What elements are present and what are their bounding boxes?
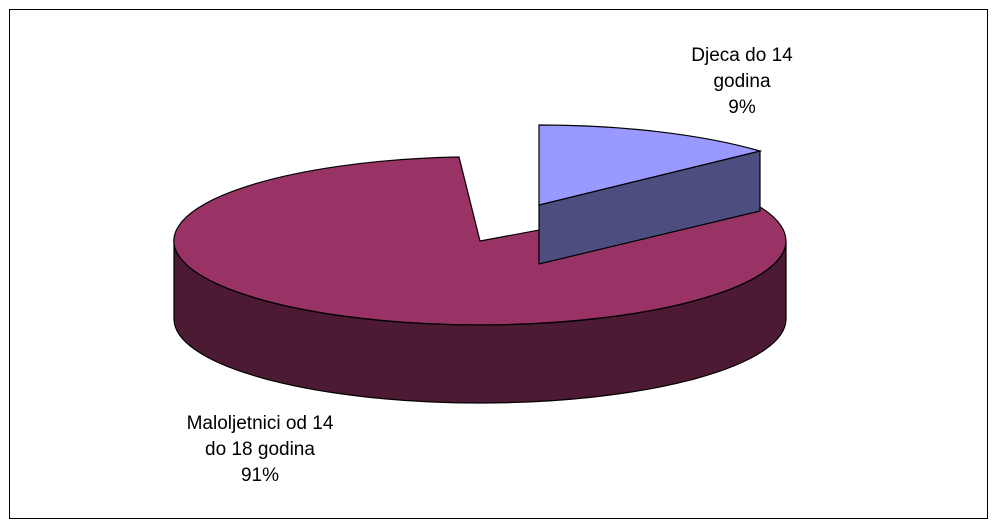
data-label-maloljetnici-percent: 91% <box>240 465 280 486</box>
data-label-djeca: Djeca do 14 godina 9% <box>627 43 857 121</box>
pie-slice-djeca <box>538 124 763 265</box>
pie-slice-maloljetnici <box>173 156 787 404</box>
data-label-maloljetnici-line-2: do 18 godina <box>205 439 315 460</box>
data-label-maloljetnici-line-1: Maloljetnici od 14 <box>186 413 334 434</box>
data-label-djeca-line-1: Djeca do 14 <box>691 45 793 66</box>
data-label-maloljetnici: Maloljetnici od 14 do 18 godina 91% <box>145 411 375 489</box>
pie-slice-djeca-top <box>538 124 763 206</box>
data-label-djeca-line-2: godina <box>713 71 771 92</box>
data-label-djeca-percent: 9% <box>728 97 756 118</box>
pie-slice-maloljetnici-top <box>173 156 787 326</box>
